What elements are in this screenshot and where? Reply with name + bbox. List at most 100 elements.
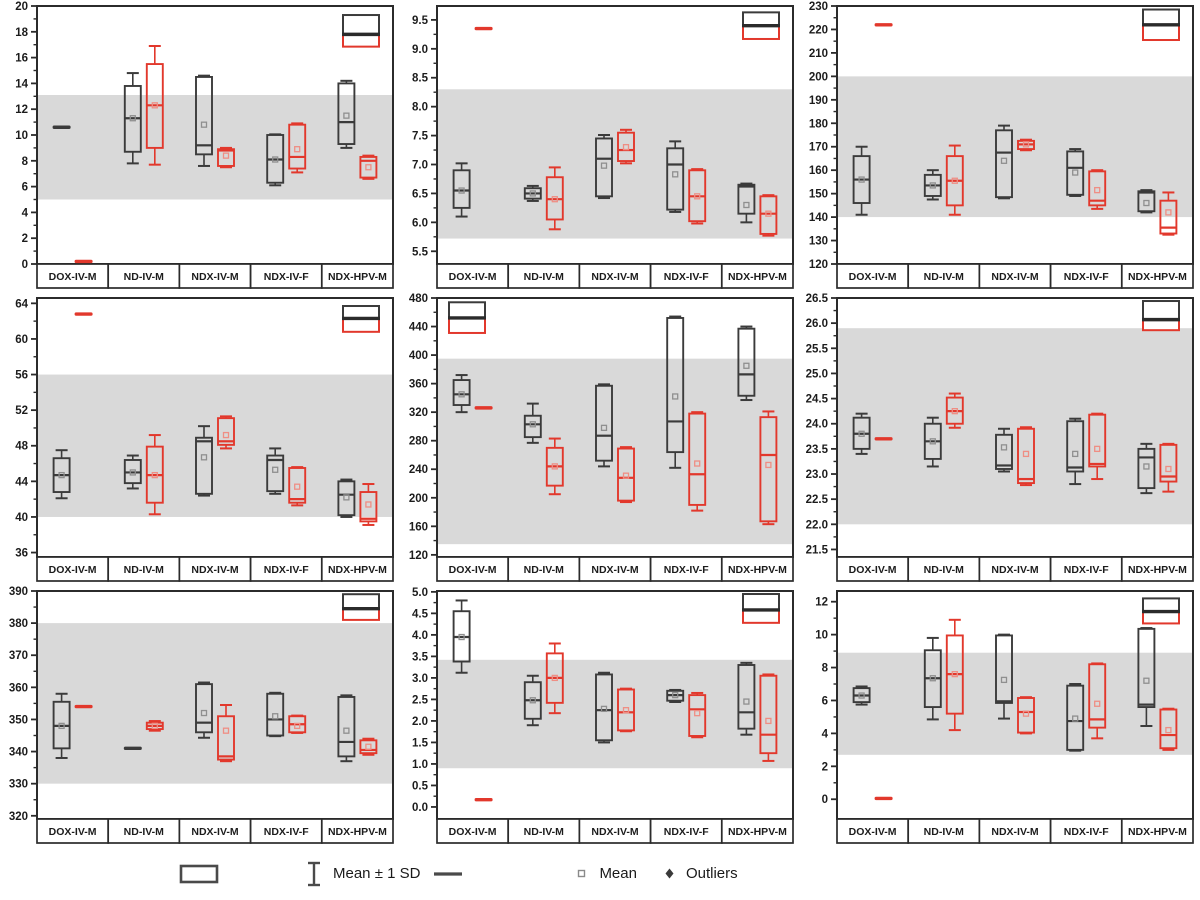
mean-label: Mean <box>599 865 637 882</box>
box-whisker <box>1088 169 1107 210</box>
panel-9-chart: 0 2 4 6 8 10 12 DOX-IV-M ND-IV-M NDX-IV-M NDX-IV-F… <box>815 590 1194 844</box>
svg-text:ND-IV-M: ND-IV-M <box>124 271 165 283</box>
svg-text:NDX-HPV-M: NDX-HPV-M <box>728 271 787 283</box>
panel-6-chart: 21.5 22.0 22.5 23.0 23.5 24.0 24.5 25.0 25.5 26.0… <box>806 293 1194 582</box>
red-series <box>74 312 378 526</box>
panel-5-chart: 120 160 200 240 280 320 360 400 440 480 DOX-IV-M ND… <box>409 293 794 582</box>
svg-text:170: 170 <box>809 142 828 154</box>
y-axis: 36 40 44 48 52 56 60 64 <box>15 298 37 560</box>
svg-text:NDX-IV-F: NDX-IV-F <box>1064 826 1110 838</box>
box-whisker <box>688 691 707 739</box>
box-whisker <box>288 714 307 734</box>
svg-text:DOX-IV-M: DOX-IV-M <box>49 564 97 576</box>
svg-text:180: 180 <box>809 118 828 130</box>
reference-band <box>38 95 392 200</box>
svg-text:NDX-IV-M: NDX-IV-M <box>991 826 1039 838</box>
box-whisker <box>452 162 471 218</box>
black-series <box>452 315 756 469</box>
box-whisker <box>759 673 778 762</box>
box-whisker <box>288 466 307 507</box>
box-whisker <box>595 671 613 744</box>
single-value-marker <box>874 23 893 27</box>
svg-text:ND-IV-M: ND-IV-M <box>524 271 565 283</box>
box-whisker <box>759 410 778 526</box>
svg-text:23.0: 23.0 <box>806 469 828 481</box>
reference-band <box>838 76 1192 218</box>
svg-text:40: 40 <box>15 512 28 524</box>
box-whisker <box>1159 191 1178 236</box>
panel-3-chart: 120 130 140 150 160 170 180 190 200 210 220 230 DOX-… <box>809 1 1194 289</box>
svg-text:ND-IV-M: ND-IV-M <box>524 564 565 576</box>
svg-text:48: 48 <box>15 441 28 453</box>
svg-text:280: 280 <box>409 436 428 448</box>
svg-text:DOX-IV-M: DOX-IV-M <box>849 826 897 838</box>
single-value-marker <box>52 125 71 129</box>
median-line-icon <box>434 871 463 876</box>
red-series <box>74 44 378 264</box>
single-value-marker <box>74 259 93 264</box>
outlier-marker-icon <box>665 868 674 879</box>
panel-4: 36 40 44 48 52 56 60 64 DOX-IV-M ND-IV-M NDX-IV-M N… <box>0 292 400 585</box>
y-axis: 120 130 140 150 160 170 180 190 200 210 220 230 <box>809 1 837 271</box>
svg-text:NDX-IV-M: NDX-IV-M <box>991 564 1039 576</box>
box-whisker <box>123 72 142 165</box>
single-value-marker <box>874 796 893 801</box>
svg-text:7.5: 7.5 <box>412 131 429 143</box>
box-whisker <box>945 144 964 216</box>
box-whisker <box>852 412 871 455</box>
y-axis: 0.0 0.5 1.0 1.5 2.0 2.5 3.0 3.5 4.0 4.5 5.0 <box>412 587 437 814</box>
svg-text:200: 200 <box>809 71 828 83</box>
category-row: DOX-IV-M ND-IV-M NDX-IV-M NDX-IV-F NDX-HPV-M <box>436 818 794 844</box>
black-series <box>52 681 356 763</box>
reference-band <box>438 358 792 545</box>
category-row: DOX-IV-M ND-IV-M NDX-IV-M NDX-IV-F NDX-HPV-M <box>836 556 1194 582</box>
category-row: DOX-IV-M ND-IV-M NDX-IV-M NDX-IV-F NDX-HPV-M <box>36 556 394 582</box>
svg-text:ND-IV-M: ND-IV-M <box>924 271 965 283</box>
box-whisker <box>945 618 964 732</box>
box-whisker <box>995 427 1013 473</box>
svg-text:56: 56 <box>15 370 28 382</box>
svg-text:DOX-IV-M: DOX-IV-M <box>849 564 897 576</box>
y-axis: 120 160 200 240 280 320 360 400 440 480 <box>409 293 437 562</box>
svg-text:NDX-HPV-M: NDX-HPV-M <box>328 271 387 283</box>
reference-band <box>438 659 792 769</box>
black-series <box>452 134 756 224</box>
inset-range-boxes <box>1142 597 1180 625</box>
box-whisker <box>266 691 285 738</box>
inset-range-boxes <box>742 593 780 624</box>
svg-text:150: 150 <box>809 189 828 201</box>
box-whisker <box>523 674 542 727</box>
box-whisker <box>266 447 285 495</box>
y-axis: 21.5 22.0 22.5 23.0 23.5 24.0 24.5 25.0 25.5 26.0… <box>806 293 837 556</box>
box-whisker <box>452 374 471 414</box>
svg-text:25.0: 25.0 <box>806 368 828 380</box>
box-whisker <box>523 184 542 202</box>
svg-text:26.0: 26.0 <box>806 318 828 330</box>
inset-range-boxes <box>1142 300 1180 332</box>
category-row: DOX-IV-M ND-IV-M NDX-IV-M NDX-IV-F NDX-HPV-M <box>36 263 394 289</box>
box-whisker <box>1137 189 1156 214</box>
svg-text:NDX-IV-F: NDX-IV-F <box>664 564 710 576</box>
box-whisker <box>1017 426 1035 487</box>
svg-text:NDX-IV-F: NDX-IV-F <box>664 271 710 283</box>
box-whisker <box>737 182 756 224</box>
panel-1-chart: 0 2 4 6 8 10 12 14 16 18 20 DOX-IV-M ND-IV-M NDX-IV-M… <box>15 1 394 289</box>
box-whisker <box>359 483 378 526</box>
svg-text:400: 400 <box>409 350 428 362</box>
red-series <box>74 704 378 763</box>
svg-text:130: 130 <box>809 236 828 248</box>
svg-text:16: 16 <box>15 53 28 65</box>
svg-text:160: 160 <box>809 165 828 177</box>
reference-band <box>838 652 1192 755</box>
svg-text:8.0: 8.0 <box>412 102 428 114</box>
svg-text:ND-IV-M: ND-IV-M <box>924 564 965 576</box>
y-axis: 5.5 6.0 6.5 7.0 7.5 8.0 8.5 9.0 9.5 <box>412 15 437 258</box>
panel-7: 320 330 340 350 360 370 380 390 DOX-IV-M ND-IV-M N… <box>0 585 400 847</box>
svg-text:220: 220 <box>809 24 828 36</box>
black-series <box>52 425 356 518</box>
svg-text:ND-IV-M: ND-IV-M <box>924 826 965 838</box>
svg-text:DOX-IV-M: DOX-IV-M <box>49 271 97 283</box>
box-whisker <box>1017 138 1035 152</box>
category-row: DOX-IV-M ND-IV-M NDX-IV-M NDX-IV-F NDX-HPV-M <box>836 818 1194 844</box>
